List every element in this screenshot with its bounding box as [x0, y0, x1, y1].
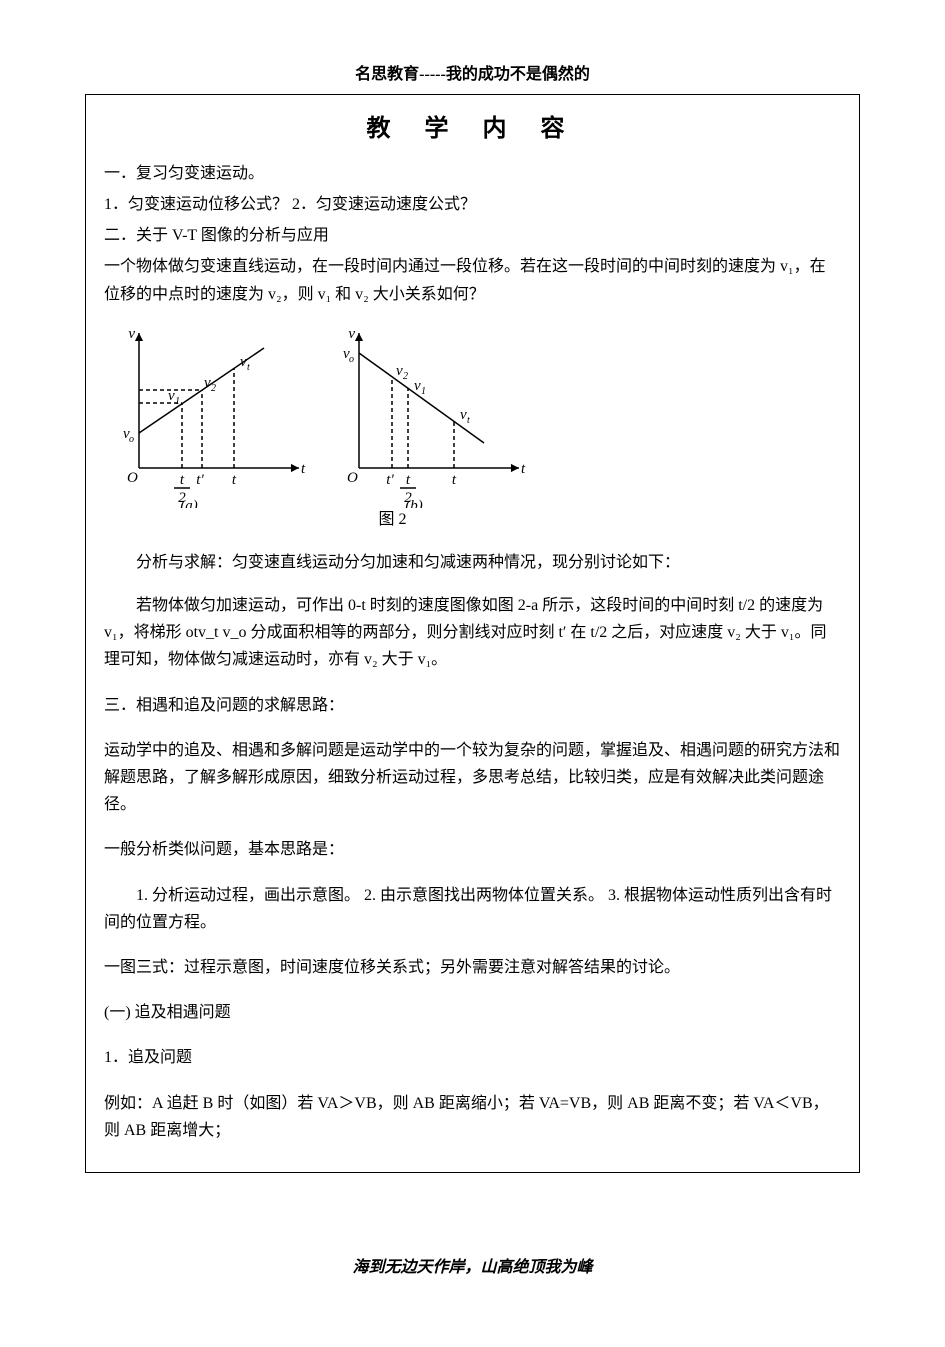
svg-text:(b): (b) — [405, 498, 423, 508]
analysis-body: 若物体做匀加速运动，可作出 0-t 时刻的速度图像如图 2-a 所示，这段时间的… — [104, 592, 841, 674]
svg-text:v: v — [396, 363, 403, 379]
section-1-heading: 一．复习匀变速运动。 — [104, 160, 841, 187]
content-box: 教 学 内 容 一．复习匀变速运动。 1．匀变速运动位移公式？ 2．匀变速运动速… — [85, 94, 860, 1173]
svg-text:v: v — [414, 378, 421, 394]
svg-text:t: t — [406, 472, 411, 488]
document-page: 名思教育-----我的成功不是偶然的 教 学 内 容 一．复习匀变速运动。 1．… — [0, 0, 945, 1347]
svg-text:t: t — [301, 461, 306, 477]
svg-text:v: v — [204, 375, 211, 391]
section-3-p3: 1. 分析运动过程，画出示意图。 2. 由示意图找出两物体位置关系。 3. 根据… — [104, 882, 841, 936]
svg-text:t: t — [452, 472, 457, 488]
svg-text:v: v — [168, 388, 175, 404]
top-header: 名思教育-----我的成功不是偶然的 — [85, 60, 860, 84]
svg-text:O: O — [347, 470, 358, 486]
section-3-sub2: 1．追及问题 — [104, 1044, 841, 1071]
section-1-questions: 1．匀变速运动位移公式？ 2．匀变速运动速度公式？ — [104, 191, 841, 218]
section-3-sub1: (一) 追及相遇问题 — [104, 999, 841, 1026]
svg-text:v: v — [348, 326, 355, 342]
svg-text:t: t — [180, 472, 185, 488]
section-2-heading: 二．关于 V-T 图像的分析与应用 — [104, 222, 841, 249]
svg-text:t: t — [467, 415, 470, 426]
section-3-p4: 一图三式：过程示意图，时间速度位移关系式；另外需要注意对解答结果的讨论。 — [104, 954, 841, 981]
section-3-p5: 例如：A 追赶 B 时（如图）若 VA＞VB，则 AB 距离缩小；若 VA=VB… — [104, 1090, 841, 1144]
svg-text:t: t — [232, 472, 237, 488]
svg-text:o: o — [129, 434, 134, 445]
analysis-heading: 分析与求解：匀变速直线运动分匀加速和匀减速两种情况，现分别讨论如下： — [104, 549, 841, 576]
svg-text:1: 1 — [421, 386, 426, 397]
svg-text:o: o — [349, 354, 354, 365]
figure-2: vtOvov1v2vtt2t't(a)vtOvov2v1vtt't2t(b) 图… — [104, 318, 841, 533]
page-title: 教 学 内 容 — [104, 109, 841, 150]
svg-text:t': t' — [386, 472, 394, 488]
svg-text:v: v — [460, 407, 467, 423]
svg-text:v: v — [128, 326, 135, 342]
svg-text:2: 2 — [403, 371, 408, 382]
svg-text:O: O — [127, 470, 138, 486]
svg-text:t: t — [247, 362, 250, 373]
bottom-footer: 海到无边天作岸，山高绝顶我为峰 — [85, 1253, 860, 1277]
vt-graph-svg: vtOvov1v2vtt2t't(a)vtOvov2v1vtt't2t(b) — [104, 318, 544, 508]
section-2-body: 一个物体做匀变速直线运动，在一段时间内通过一段位移。若在这一段时间的中间时刻的速… — [104, 253, 841, 307]
svg-text:v: v — [240, 354, 247, 370]
svg-text:t: t — [521, 461, 526, 477]
svg-text:(a): (a) — [180, 498, 198, 508]
figure-caption: 图 2 — [0, 506, 841, 533]
section-3-p1: 运动学中的追及、相遇和多解问题是运动学中的一个较为复杂的问题，掌握追及、相遇问题… — [104, 737, 841, 819]
section-3-heading: 三．相遇和追及问题的求解思路： — [104, 692, 841, 719]
svg-text:2: 2 — [211, 383, 216, 394]
svg-text:t': t' — [196, 472, 204, 488]
svg-text:1: 1 — [175, 396, 180, 407]
section-3-p2: 一般分析类似问题，基本思路是： — [104, 836, 841, 863]
